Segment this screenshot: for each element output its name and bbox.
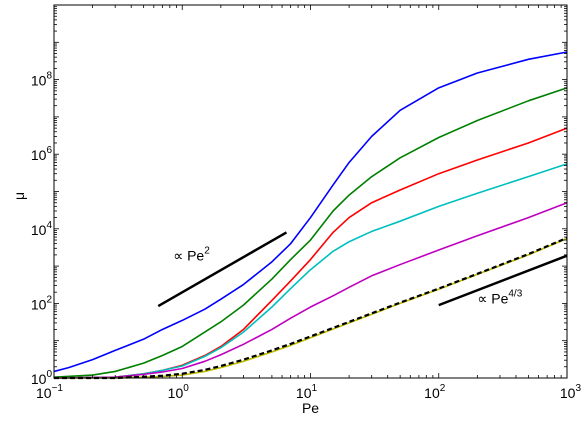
- reference-lines-layer: [157, 231, 568, 308]
- y-tick-label: 100: [31, 369, 53, 387]
- y-tick-label: 102: [31, 294, 53, 312]
- x-tick-label: 102: [424, 383, 446, 401]
- y-tick-label: 108: [31, 71, 53, 89]
- y-axis-title: μ: [11, 192, 27, 200]
- plot-background: [54, 5, 567, 378]
- series-line-2: [53, 87, 568, 379]
- series-layer: [53, 51, 568, 380]
- tick-layer: [53, 4, 568, 379]
- x-tick-label: 10−1: [36, 383, 63, 401]
- annotation-2: ∝ Pe4/3: [477, 288, 522, 306]
- series-line-5: [53, 201, 568, 379]
- reference-line-1: [157, 231, 288, 308]
- y-tick-label: 106: [31, 145, 53, 163]
- series-line-7: [54, 236, 568, 380]
- series-line-1: [53, 51, 568, 373]
- y-tick-label: 104: [31, 220, 53, 238]
- reference-line-2: [438, 254, 568, 307]
- x-tick-label: 101: [296, 383, 318, 401]
- annotation-1: ∝ Pe2: [173, 246, 210, 264]
- series-line-4: [53, 163, 568, 379]
- x-tick-label: 100: [168, 383, 190, 401]
- annotation-layer: ∝ Pe2 ∝ Pe4/3: [173, 246, 523, 307]
- x-axis-title: Pe: [302, 400, 319, 416]
- x-tick-label: 103: [560, 383, 582, 401]
